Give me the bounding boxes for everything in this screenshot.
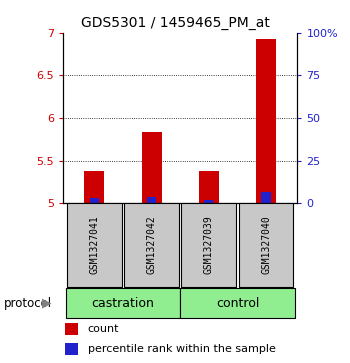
Bar — [65, 323, 78, 335]
Text: percentile rank within the sample: percentile rank within the sample — [88, 344, 275, 354]
Bar — [261, 192, 271, 203]
Text: GSM1327040: GSM1327040 — [261, 216, 271, 274]
Text: control: control — [216, 297, 259, 310]
Bar — [256, 38, 276, 203]
Bar — [142, 132, 162, 203]
Bar — [67, 203, 122, 287]
Text: GSM1327041: GSM1327041 — [90, 216, 99, 274]
Bar — [180, 288, 295, 318]
Text: GSM1327042: GSM1327042 — [147, 216, 157, 274]
Bar — [147, 197, 156, 203]
Bar — [239, 203, 294, 287]
Bar — [90, 198, 99, 203]
Bar — [181, 203, 236, 287]
Bar — [66, 288, 180, 318]
Text: protocol: protocol — [4, 297, 52, 310]
Bar — [124, 203, 179, 287]
Bar — [84, 171, 104, 203]
Text: GSM1327039: GSM1327039 — [204, 216, 214, 274]
Bar — [204, 200, 214, 203]
Text: GDS5301 / 1459465_PM_at: GDS5301 / 1459465_PM_at — [80, 16, 270, 30]
Text: castration: castration — [92, 297, 154, 310]
Bar — [199, 171, 219, 203]
Bar — [65, 343, 78, 355]
Text: ▶: ▶ — [42, 297, 52, 310]
Text: count: count — [88, 325, 119, 334]
